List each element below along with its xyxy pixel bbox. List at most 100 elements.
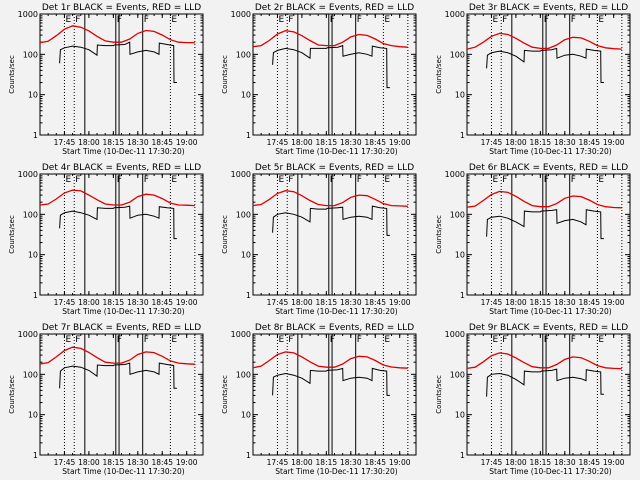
event-marker-label: F: [571, 15, 576, 25]
event-marker-label: F: [144, 15, 149, 25]
y-tick-label: 100: [450, 50, 465, 59]
series-lld-line: [252, 351, 408, 369]
panel-det-8: Det 8r BLACK = Events, RED = LLD 1 10 100 10…: [221, 323, 417, 476]
y-tick-label: 100: [236, 370, 251, 379]
event-marker-label: E: [171, 15, 177, 25]
event-marker-label: E: [65, 175, 71, 185]
x-tick-label: 18:15: [316, 298, 338, 307]
y-tick-label: 1000: [18, 10, 38, 19]
x-tick-label: 19:00: [389, 458, 411, 467]
x-tick-label: 18:00: [291, 298, 313, 307]
y-axis-label: Counts/sec: [221, 55, 229, 94]
y-axis-label: Counts/sec: [221, 375, 229, 414]
event-marker-label: E: [384, 335, 390, 345]
y-tick-label: 100: [236, 50, 251, 59]
x-tick-label: 18:15: [530, 458, 552, 467]
series-events-line: [486, 368, 604, 397]
x-tick-label: 18:15: [103, 298, 125, 307]
event-marker-label: E: [384, 175, 390, 185]
x-tick-label: 17:45: [481, 298, 503, 307]
y-tick-label: 1: [33, 291, 38, 300]
panel-title: Det 9r BLACK = Events, RED = LLD: [469, 323, 628, 333]
panel-det-5: Det 5r BLACK = Events, RED = LLD 1 10 100 10…: [221, 163, 417, 316]
x-tick-label: 18:30: [127, 458, 149, 467]
y-tick-label: 10: [241, 91, 251, 100]
event-marker-label: E: [278, 15, 284, 25]
y-axis-label: Counts/sec: [435, 375, 443, 414]
event-marker-label: F: [75, 175, 80, 185]
y-axis-label: Counts/sec: [8, 215, 16, 254]
x-tick-label: 18:15: [316, 458, 338, 467]
panel-title: Det 7r BLACK = Events, RED = LLD: [42, 323, 201, 333]
x-tick-label: 18:00: [78, 298, 100, 307]
x-tick-label: 18:45: [578, 298, 600, 307]
x-tick-label: 18:00: [505, 298, 527, 307]
x-tick-label: 18:45: [151, 138, 173, 147]
series-events-line: [272, 367, 390, 396]
x-axis-label: Start Time (10-Dec-11 17:30:20): [489, 147, 611, 156]
y-tick-label: 1: [246, 131, 251, 140]
series-lld-line: [466, 32, 622, 50]
x-tick-label: 18:00: [291, 138, 313, 147]
event-marker-label: F: [502, 15, 507, 25]
y-tick-label: 10: [28, 91, 38, 100]
event-marker-label: F: [144, 335, 149, 345]
x-tick-label: 18:45: [578, 458, 600, 467]
x-tick-label: 19:00: [176, 458, 198, 467]
x-tick-label: 17:45: [54, 138, 76, 147]
x-tick-label: 18:00: [505, 458, 527, 467]
x-tick-label: 18:30: [340, 298, 362, 307]
event-marker-label: E: [598, 335, 604, 345]
panel-det-6: Det 6r BLACK = Events, RED = LLD 1 10 100 10…: [435, 163, 631, 316]
event-marker-label: F: [502, 335, 507, 345]
series-events-line: [486, 209, 604, 240]
x-axis-label: Start Time (10-Dec-11 17:30:20): [489, 467, 611, 476]
y-tick-label: 1: [460, 291, 465, 300]
panel-det-4: Det 4r BLACK = Events, RED = LLD 1 10 100 10…: [8, 163, 204, 316]
panel-title: Det 1r BLACK = Events, RED = LLD: [42, 3, 201, 13]
panel-det-1: Det 1r BLACK = Events, RED = LLD 1 10 100 10…: [8, 3, 204, 156]
x-tick-label: 17:45: [481, 458, 503, 467]
x-tick-label: 19:00: [603, 298, 625, 307]
event-marker-label: F: [144, 175, 149, 185]
x-axis-label: Start Time (10-Dec-11 17:30:20): [62, 467, 184, 476]
series-events-line: [59, 41, 177, 83]
panel-title: Det 8r BLACK = Events, RED = LLD: [255, 323, 414, 333]
event-marker-label: E: [598, 175, 604, 185]
y-tick-label: 1000: [445, 10, 465, 19]
event-marker-label: F: [75, 335, 80, 345]
y-tick-label: 100: [23, 370, 38, 379]
x-tick-label: 18:15: [316, 138, 338, 147]
y-tick-label: 100: [236, 210, 251, 219]
y-tick-label: 10: [455, 91, 465, 100]
event-marker-label: E: [65, 335, 71, 345]
x-tick-label: 19:00: [603, 458, 625, 467]
y-tick-label: 1: [33, 451, 38, 460]
x-tick-label: 19:00: [176, 298, 198, 307]
panel-det-3: Det 3r BLACK = Events, RED = LLD 1 10 100 10…: [435, 3, 631, 156]
y-tick-label: 100: [450, 370, 465, 379]
series-lld-line: [39, 346, 195, 365]
x-tick-label: 19:00: [389, 138, 411, 147]
y-tick-label: 10: [241, 411, 251, 420]
event-marker-label: F: [357, 175, 362, 185]
event-marker-label: E: [171, 175, 177, 185]
x-tick-label: 17:45: [267, 138, 289, 147]
event-marker-label: F: [357, 335, 362, 345]
y-tick-label: 100: [450, 210, 465, 219]
x-tick-label: 18:30: [127, 298, 149, 307]
y-tick-label: 1: [460, 451, 465, 460]
y-axis-label: Counts/sec: [8, 375, 16, 414]
panel-title: Det 3r BLACK = Events, RED = LLD: [469, 3, 628, 13]
event-marker-label: E: [278, 175, 284, 185]
series-lld-line: [252, 190, 408, 207]
panel-det-2: Det 2r BLACK = Events, RED = LLD 1 10 100 10…: [221, 3, 417, 156]
x-tick-label: 18:00: [291, 458, 313, 467]
y-tick-label: 1000: [231, 10, 251, 19]
y-tick-label: 100: [23, 50, 38, 59]
x-tick-label: 18:00: [78, 138, 100, 147]
y-tick-label: 100: [23, 210, 38, 219]
x-tick-label: 18:15: [103, 458, 125, 467]
event-marker-label: E: [384, 15, 390, 25]
